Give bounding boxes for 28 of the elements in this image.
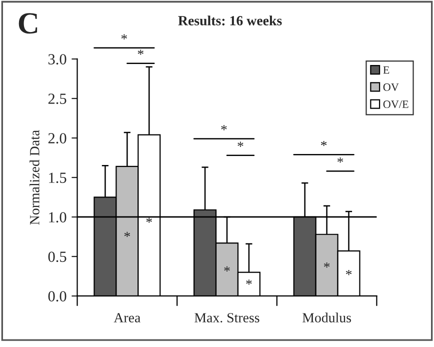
data-label: * (124, 232, 130, 238)
y-tick-label: 1.0 (49, 212, 66, 223)
legend-label: OV (383, 83, 399, 91)
x-tick-label: Modulus (302, 312, 351, 322)
legend-label: E (383, 66, 390, 74)
data-label: * (346, 270, 352, 276)
annotation: * (321, 140, 327, 146)
y-axis-title: Normalized Data (30, 130, 40, 225)
chart-title: Results: 16 weeks (178, 16, 282, 26)
data-label: * (246, 280, 252, 285)
x-tick-label: Area (114, 313, 140, 322)
data-label: * (146, 218, 152, 223)
annotation: * (238, 142, 244, 147)
y-tick-label: 2.0 (48, 133, 66, 144)
text: * (121, 34, 127, 40)
y-tick-label: 0.0 (48, 291, 66, 302)
x-tick-label: Max. Stress (194, 313, 260, 322)
data-label: * (324, 262, 330, 268)
y-tick-label: 0.5 (48, 252, 66, 262)
y-tick-label: 1.5 (49, 172, 66, 184)
y-tick-label: 3.0 (48, 54, 66, 65)
y-tick-label: 2.5 (48, 94, 66, 104)
text: C (18, 13, 38, 34)
annotation: * (337, 158, 344, 163)
text: * (138, 50, 144, 55)
data-label: * (224, 266, 230, 272)
annotation: * (221, 125, 227, 130)
legend-label: OV/E (383, 100, 408, 108)
